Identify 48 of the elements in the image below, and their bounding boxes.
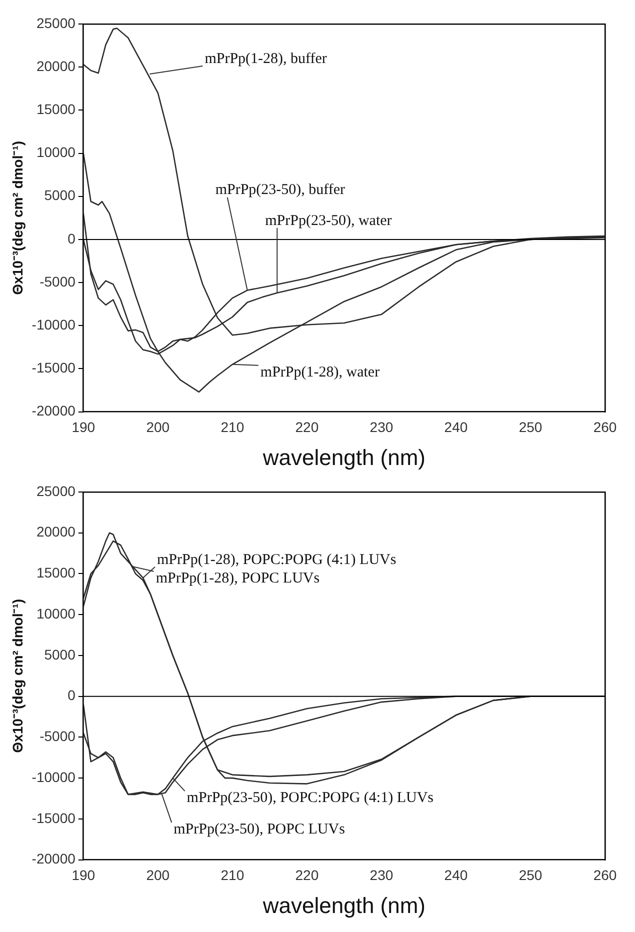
y-tick-label: -20000 <box>32 402 76 419</box>
x-axis-title: wavelength (nm) <box>262 444 426 470</box>
x-tick-label: 240 <box>444 867 468 884</box>
y-tick-label: 15000 <box>36 564 76 581</box>
annotation: mPrPp(23-50), buffer <box>215 182 346 198</box>
annotation: mPrPp(23-50), water <box>265 212 392 229</box>
y-tick-label: 10000 <box>36 144 76 160</box>
y-tick-label: -5000 <box>40 728 76 744</box>
y-tick-label: 10000 <box>36 605 76 622</box>
y-tick-label: 25000 <box>36 14 76 31</box>
x-tick-label: 250 <box>518 419 542 436</box>
x-tick-label: 250 <box>518 867 542 884</box>
annotation: mPrPp(1-28), POPC:POPG (4:1) LUVs <box>157 552 396 568</box>
x-tick-label: 200 <box>146 867 170 884</box>
annotation: mPrPp(23-50), POPC LUVs <box>174 822 346 838</box>
y-axis-title: Θx10⁻³(deg cm² dmol⁻¹) <box>9 598 26 753</box>
x-tick-label: 260 <box>593 867 617 884</box>
x-tick-label: 210 <box>220 419 244 436</box>
y-tick-label: -20000 <box>32 850 76 867</box>
y-tick-label: -10000 <box>32 316 76 332</box>
y-tick-label: 0 <box>68 687 76 704</box>
x-tick-label: 210 <box>220 867 244 884</box>
y-tick-label: 0 <box>68 230 76 246</box>
x-tick-label: 260 <box>593 419 617 436</box>
y-tick-label: -15000 <box>32 810 76 826</box>
x-tick-label: 240 <box>444 419 468 436</box>
x-tick-label: 220 <box>295 419 319 436</box>
annotation: mPrPp(23-50), POPC:POPG (4:1) LUVs <box>186 790 434 806</box>
y-tick-label: 5000 <box>44 187 76 204</box>
y-tick-label: 5000 <box>44 646 76 662</box>
y-tick-label: 15000 <box>36 101 76 118</box>
y-tick-label: -5000 <box>40 273 76 290</box>
x-tick-label: 230 <box>370 867 394 884</box>
annotation: mPrPp(1-28), POPC LUVs <box>156 570 320 586</box>
x-tick-label: 200 <box>146 419 170 436</box>
y-tick-label: -15000 <box>32 360 76 376</box>
y-axis-title: Θx10⁻³(deg cm² dmol⁻¹) <box>9 140 26 295</box>
x-tick-label: 190 <box>72 419 96 436</box>
x-tick-label: 190 <box>72 867 96 884</box>
y-tick-label: 25000 <box>36 482 76 499</box>
y-tick-label: -10000 <box>32 768 76 785</box>
annotation: mPrPp(1-28), water <box>260 364 380 380</box>
y-tick-label: 20000 <box>36 58 76 74</box>
x-axis-title: wavelength (nm) <box>262 892 426 918</box>
annotation: mPrPp(1-28), buffer <box>204 50 327 67</box>
x-tick-label: 220 <box>295 867 319 884</box>
x-tick-label: 230 <box>370 419 394 436</box>
y-tick-label: 20000 <box>36 524 76 540</box>
